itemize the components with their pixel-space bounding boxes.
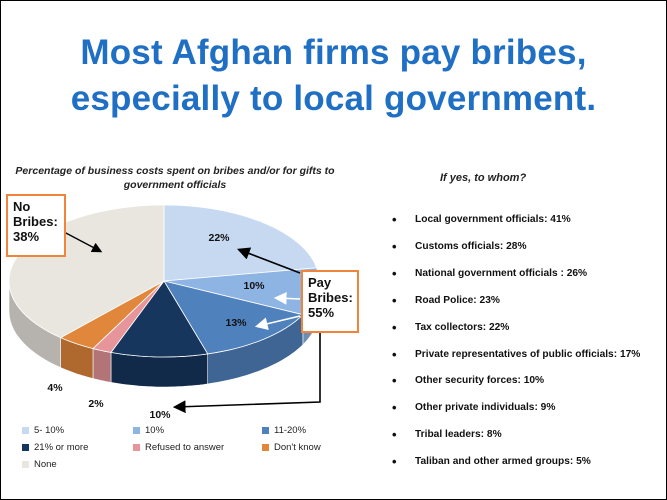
list-item: Road Police: 23% xyxy=(392,288,640,315)
legend-label: 5- 10% xyxy=(34,425,65,436)
arrow-pay-13 xyxy=(254,315,301,331)
legend-item-10: 10% xyxy=(133,425,164,436)
pie-label-4: 2% xyxy=(88,398,104,410)
pay-bribes-line-2: Bribes: xyxy=(308,290,353,305)
list-item: Other security forces: 10% xyxy=(392,368,640,395)
legend-swatch xyxy=(133,444,140,451)
slide-title-line-1: Most Afghan firms pay bribes, xyxy=(80,33,587,72)
legend-item-none: None xyxy=(22,459,57,470)
legend-swatch xyxy=(262,427,269,434)
list-item: Tribal leaders: 8% xyxy=(392,422,640,449)
list-item: National government officials : 26% xyxy=(392,261,640,288)
arrow-no-bribes xyxy=(63,231,103,253)
pie-side-3 xyxy=(110,352,208,388)
list-item: Local government officials: 41% xyxy=(392,207,640,234)
legend-item-5-10: 5- 10% xyxy=(22,425,64,436)
legend-label: 10% xyxy=(145,425,165,436)
list-item: Tax collectors: 22% xyxy=(392,315,640,342)
list-item: Other private individuals: 9% xyxy=(392,395,640,422)
legend-label: 21% or more xyxy=(34,442,89,453)
legend-label: 11-20% xyxy=(274,425,307,436)
pie-slice-0 xyxy=(163,204,318,282)
pay-bribes-callout: Pay Bribes: 55% xyxy=(301,270,359,333)
legend-swatch xyxy=(262,444,269,451)
list-item: Private representatives of public offici… xyxy=(392,342,640,369)
pie-chart-title: Percentage of business costs spent on br… xyxy=(15,165,335,191)
pay-bribes-line-1: Pay xyxy=(308,275,332,290)
no-bribes-line-2: Bribes: xyxy=(13,214,58,229)
pie-label-3: 10% xyxy=(149,409,171,421)
arrow-pay-21-plus xyxy=(172,333,321,414)
pie-slice-2 xyxy=(163,280,304,355)
legend-label: Don't know xyxy=(274,442,321,453)
legend-swatch xyxy=(22,427,29,434)
to-whom-title: If yes, to whom? xyxy=(440,172,527,184)
pie-label-0: 22% xyxy=(208,232,230,244)
arrow-pay-10 xyxy=(273,292,301,305)
no-bribes-line-1: No xyxy=(13,199,31,214)
pie-label-1: 10% xyxy=(243,280,265,292)
pie-labels: 22% 10% 13% 10% 2% 4% xyxy=(47,232,265,421)
pie-slice-4 xyxy=(92,280,165,353)
pie-slice-3 xyxy=(110,280,209,358)
legend-swatch xyxy=(22,461,29,468)
legend-swatch xyxy=(133,427,140,434)
legend-label: None xyxy=(34,459,57,470)
pie-arrows xyxy=(63,231,321,414)
legend-swatch xyxy=(22,444,29,451)
pie-slice-5 xyxy=(59,280,165,350)
arrow-pay-22 xyxy=(237,247,301,274)
pie-side-4 xyxy=(92,348,112,383)
to-whom-list: Local government officials: 41% Customs … xyxy=(392,207,640,476)
legend-item-21-or-more: 21% or more xyxy=(22,442,88,453)
no-bribes-line-3: 38% xyxy=(13,229,40,244)
legend-item-11-20: 11-20% xyxy=(262,425,306,436)
pie-label-2: 13% xyxy=(225,317,247,329)
list-item: Taliban and other armed groups: 5% xyxy=(392,449,640,476)
slide-title-line-2: especially to local government. xyxy=(70,79,597,118)
legend-item-refused: Refused to answer xyxy=(133,442,224,453)
list-item: Customs officials: 28% xyxy=(392,234,640,261)
no-bribes-callout: No Bribes: 38% xyxy=(6,194,66,257)
legend-label: Refused to answer xyxy=(145,442,225,453)
pay-bribes-line-3: 55% xyxy=(308,305,335,320)
slide-title: Most Afghan firms pay bribes, especially… xyxy=(0,30,667,122)
legend-item-dont-know: Don't know xyxy=(262,442,321,453)
pie-label-5: 4% xyxy=(47,382,63,394)
